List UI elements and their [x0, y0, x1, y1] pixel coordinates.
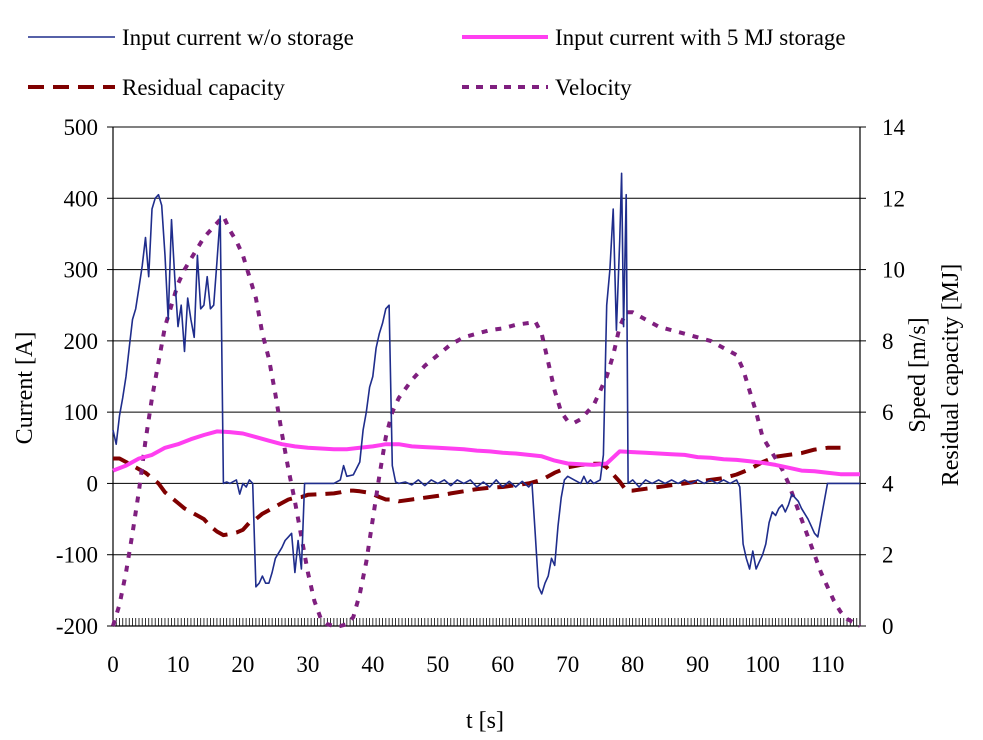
y-left-tick-label: 300	[64, 258, 99, 283]
x-tick-label: 80	[621, 652, 644, 677]
y-right-tick-label: 14	[882, 115, 906, 140]
legend-label-input-current-without-storage: Input current w/o storage	[122, 25, 354, 50]
series-line-residual-capacity	[113, 445, 841, 538]
y-right-tick-label: 6	[882, 400, 894, 425]
legend-label-residual-capacity: Residual capacity	[122, 75, 285, 100]
legend-label-input-current-with-storage: Input current with 5 MJ storage	[555, 25, 846, 50]
y-right-tick-label: 10	[882, 258, 905, 283]
y-left-tick-label: 100	[64, 400, 99, 425]
y-left-tick-label: 0	[87, 471, 99, 496]
y-right-tick-label: 4	[882, 471, 894, 496]
y-right-tick-label: 8	[882, 329, 894, 354]
legend-item-input-current-with-storage: Input current with 5 MJ storage	[462, 25, 846, 50]
x-axis-title: t [s]	[466, 708, 504, 734]
x-tick-label: 30	[296, 652, 319, 677]
y-left-tick-label: 200	[64, 329, 99, 354]
series-line-input-current-with-5-mj-storage	[112, 429, 860, 477]
series-line-velocity	[111, 214, 861, 628]
x-tick-label: 70	[556, 652, 579, 677]
y-axis-title-left: Current [A]	[12, 332, 38, 445]
legend: Input current w/o storage Input current …	[28, 25, 846, 100]
y-right-tick-label: 12	[882, 186, 905, 211]
x-tick-label: 10	[166, 652, 189, 677]
x-tick-label: 110	[811, 652, 845, 677]
x-tick-label: 100	[745, 652, 780, 677]
x-tick-label: 60	[491, 652, 514, 677]
x-tick-label: 50	[426, 652, 449, 677]
gridlines	[113, 126, 860, 556]
y-axis-title-right-speed: Speed [m/s]	[905, 317, 931, 432]
y-right-tick-label: 0	[882, 614, 894, 639]
legend-label-velocity: Velocity	[555, 75, 632, 100]
series-layer	[111, 172, 861, 628]
y-right-tick-label: 2	[882, 543, 894, 568]
y-axis-title-right-capacity: Residual capacity [MJ]	[938, 264, 964, 487]
y-left-tick-label: -100	[56, 543, 98, 568]
legend-item-input-current-without-storage: Input current w/o storage	[28, 25, 354, 50]
y-left-tick-label: -200	[56, 614, 98, 639]
x-tick-label: 90	[686, 652, 709, 677]
legend-item-velocity: Velocity	[462, 75, 632, 100]
x-tick-label: 40	[361, 652, 384, 677]
legend-item-residual-capacity: Residual capacity	[28, 75, 285, 100]
y-left-tick-label: 500	[64, 115, 99, 140]
y-left-tick-label: 400	[64, 186, 99, 211]
x-tick-label: 0	[107, 652, 119, 677]
series-line-input-current-w-o-storage	[112, 172, 860, 595]
x-tick-label: 20	[231, 652, 254, 677]
